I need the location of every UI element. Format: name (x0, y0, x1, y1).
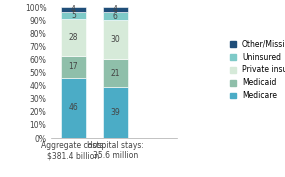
Bar (61, 56, 86, 78)
Text: 46: 46 (69, 103, 78, 112)
Bar (103, 12, 127, 20)
Text: 21: 21 (111, 69, 120, 78)
Text: 5: 5 (71, 11, 76, 20)
Bar (61, 19, 86, 56)
Bar (103, 59, 127, 87)
Bar (103, 87, 127, 138)
Bar (103, 7, 127, 12)
Legend: Other/Missing, Uninsured, Private insurance, Medicaid, Medicare: Other/Missing, Uninsured, Private insura… (228, 38, 285, 102)
Text: 30: 30 (110, 35, 120, 44)
Bar (103, 20, 127, 59)
Text: 4: 4 (71, 5, 76, 14)
Text: 4: 4 (113, 5, 118, 14)
Text: 39: 39 (110, 108, 120, 117)
Bar (61, 12, 86, 19)
Text: 17: 17 (69, 62, 78, 71)
Text: 6: 6 (113, 12, 118, 21)
Text: 28: 28 (69, 33, 78, 42)
Bar (61, 78, 86, 138)
Bar (61, 7, 86, 12)
